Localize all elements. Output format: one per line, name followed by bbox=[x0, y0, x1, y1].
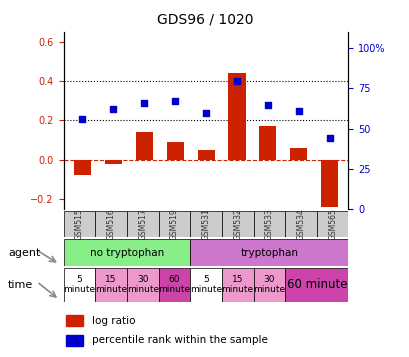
Point bbox=[233, 79, 240, 84]
Bar bbox=[166, 142, 183, 160]
Bar bbox=[316, 211, 348, 237]
Text: GSM533: GSM533 bbox=[264, 208, 273, 240]
Bar bbox=[74, 160, 90, 176]
Text: GSM519: GSM519 bbox=[169, 208, 178, 240]
Bar bbox=[190, 211, 221, 237]
Bar bbox=[63, 211, 95, 237]
Text: no tryptophan: no tryptophan bbox=[90, 247, 164, 258]
Text: 5
minute: 5 minute bbox=[189, 275, 222, 295]
Text: tryptophan: tryptophan bbox=[240, 247, 298, 258]
Text: GSM531: GSM531 bbox=[201, 208, 210, 240]
Text: GSM534: GSM534 bbox=[296, 208, 305, 240]
Text: percentile rank within the sample: percentile rank within the sample bbox=[92, 336, 267, 346]
Bar bbox=[158, 268, 190, 302]
Bar bbox=[126, 268, 158, 302]
Bar bbox=[158, 211, 190, 237]
Bar bbox=[221, 211, 253, 237]
Bar bbox=[285, 268, 348, 302]
Text: GSM517: GSM517 bbox=[138, 208, 147, 240]
Point bbox=[171, 98, 178, 104]
Bar bbox=[228, 74, 245, 160]
Bar bbox=[259, 126, 276, 160]
Text: 30
minute: 30 minute bbox=[253, 275, 285, 295]
Bar bbox=[321, 160, 337, 207]
Text: GSM565: GSM565 bbox=[327, 208, 336, 240]
Point bbox=[140, 100, 147, 106]
Bar bbox=[135, 132, 152, 160]
Text: GSM515: GSM515 bbox=[75, 208, 84, 240]
Text: 30
minute: 30 minute bbox=[126, 275, 158, 295]
Text: 5
minute: 5 minute bbox=[63, 275, 95, 295]
Point bbox=[110, 106, 116, 112]
Bar bbox=[104, 160, 121, 164]
Bar bbox=[253, 211, 285, 237]
Point bbox=[79, 116, 85, 121]
Text: 60 minute: 60 minute bbox=[286, 278, 346, 291]
Text: 15
minute: 15 minute bbox=[95, 275, 127, 295]
Bar bbox=[95, 268, 126, 302]
Bar bbox=[190, 268, 221, 302]
Text: GSM516: GSM516 bbox=[106, 208, 115, 240]
Bar bbox=[63, 239, 190, 266]
Point bbox=[326, 135, 333, 141]
Bar bbox=[290, 148, 307, 160]
Point bbox=[202, 110, 209, 116]
Bar bbox=[221, 268, 253, 302]
Bar bbox=[197, 150, 214, 160]
Bar bbox=[63, 268, 95, 302]
Bar bbox=[285, 211, 316, 237]
Text: GSM532: GSM532 bbox=[233, 208, 242, 240]
Text: log ratio: log ratio bbox=[92, 316, 135, 326]
Bar bbox=[95, 211, 126, 237]
Text: agent: agent bbox=[8, 247, 40, 258]
Point bbox=[295, 108, 301, 114]
Bar bbox=[66, 335, 83, 346]
Text: GDS96 / 1020: GDS96 / 1020 bbox=[156, 12, 253, 26]
Text: 60
minute: 60 minute bbox=[158, 275, 190, 295]
Text: 15
minute: 15 minute bbox=[221, 275, 253, 295]
Point bbox=[264, 102, 271, 108]
Bar bbox=[190, 239, 348, 266]
Bar bbox=[126, 211, 158, 237]
Text: time: time bbox=[8, 280, 34, 290]
Bar bbox=[66, 315, 83, 326]
Bar bbox=[253, 268, 285, 302]
